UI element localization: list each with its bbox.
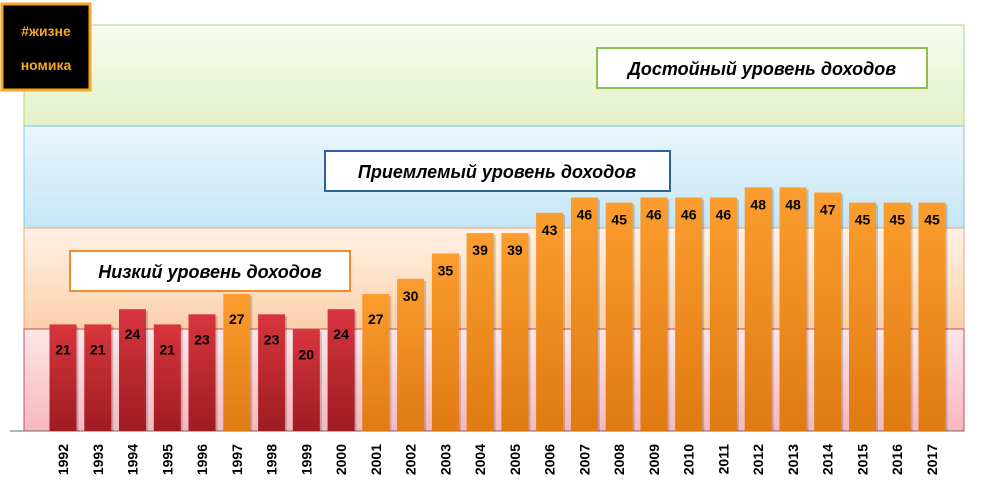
band-title-low: Низкий уровень доходов [69,250,351,292]
year-label-2014: 2014 [820,444,836,475]
value-label-2010: 46 [681,207,697,223]
year-label-2013: 2013 [785,444,801,475]
bar-2004 [466,233,494,431]
bar-2017 [918,202,946,431]
year-label-2007: 2007 [576,444,592,475]
year-labels-group: 1992 1993 1994 1995 1996 1997 1998 1999 2000 2001… [55,444,940,475]
year-label-2016: 2016 [889,444,905,475]
value-label-2000: 24 [333,326,349,342]
value-label-2017: 45 [924,212,940,228]
year-label-2002: 2002 [403,444,419,475]
value-label-2002: 30 [403,288,419,304]
value-label-2014: 47 [820,202,836,218]
logo: #жизне номика [0,2,92,92]
value-label-2001: 27 [368,311,384,327]
value-label-1993: 21 [90,341,106,357]
bar-2012 [744,187,772,431]
value-label-2013: 48 [785,196,801,212]
bar-2001 [362,294,390,431]
bar-1994 [119,309,146,431]
bar-1995 [153,324,181,431]
year-label-1994: 1994 [125,444,141,475]
value-label-2004: 39 [472,242,488,258]
value-label-1997: 27 [229,311,245,327]
value-label-1995: 21 [160,341,176,357]
year-label-2000: 2000 [333,444,349,475]
value-label-2012: 48 [750,196,766,212]
value-label-2005: 39 [507,242,523,258]
bar-2010 [675,197,703,431]
bar-1992 [49,324,77,431]
value-label-1994: 24 [125,326,141,342]
value-label-2016: 45 [889,212,905,228]
value-label-2008: 45 [611,212,627,228]
value-label-2006: 43 [542,222,558,238]
bar-1998 [258,314,286,431]
value-label-2007: 46 [577,207,593,223]
bar-2013 [779,187,807,431]
bar-1999 [292,329,320,431]
bar-2008 [605,202,633,431]
band-title-high: Достойный уровень доходов [596,47,928,89]
value-label-2003: 35 [438,262,454,278]
bar-2005 [501,233,529,431]
year-label-1995: 1995 [159,444,175,475]
logo-line2: номика [21,57,72,73]
year-label-1997: 1997 [229,444,245,475]
bar-2015 [849,202,876,431]
year-label-2015: 2015 [855,444,871,475]
year-label-2004: 2004 [472,444,488,475]
year-label-2001: 2001 [368,444,384,475]
band-title-mid-text: Приемлемый уровень доходов [358,162,636,182]
year-label-1993: 1993 [90,444,106,475]
value-label-1992: 21 [55,341,71,357]
bar-2016 [883,202,911,431]
value-label-2015: 45 [855,212,871,228]
bar-2000 [327,309,355,431]
bars-group [49,187,948,432]
bar-2003 [431,253,459,431]
bar-1996 [188,314,216,431]
year-label-1999: 1999 [298,444,314,475]
year-label-2005: 2005 [507,444,523,475]
value-label-2009: 46 [646,207,662,223]
year-label-1992: 1992 [55,444,71,475]
year-label-2006: 2006 [542,444,558,475]
bar-2009 [640,197,668,431]
year-label-2009: 2009 [646,444,662,475]
bar-2011 [709,197,737,431]
value-label-1999: 20 [299,347,315,363]
value-labels-group: 21 21 24 21 23 27 23 20 24 27 30 35 39 39 43 46 45 46 46 46… [55,196,940,362]
logo-line1: #жизне [21,23,71,39]
bar-2007 [570,197,598,431]
value-label-2011: 46 [716,207,732,223]
year-label-2010: 2010 [681,444,697,475]
bar-1993 [84,324,112,431]
year-label-2008: 2008 [611,444,627,475]
bar-2014 [814,192,842,431]
year-label-1998: 1998 [264,444,280,475]
bar-2006 [536,212,564,431]
year-label-1996: 1996 [194,444,210,475]
band-title-mid: Приемлемый уровень доходов [324,150,671,192]
bar-1997 [223,294,251,431]
value-label-1996: 23 [194,331,210,347]
year-label-2012: 2012 [750,444,766,475]
band-title-low-text: Низкий уровень доходов [98,262,322,282]
year-label-2011: 2011 [715,444,731,475]
value-label-1998: 23 [264,331,280,347]
bar-2002 [397,278,425,432]
band-title-high-text: Достойный уровень доходов [626,59,896,79]
year-label-2017: 2017 [924,444,940,475]
year-label-2003: 2003 [437,444,453,475]
